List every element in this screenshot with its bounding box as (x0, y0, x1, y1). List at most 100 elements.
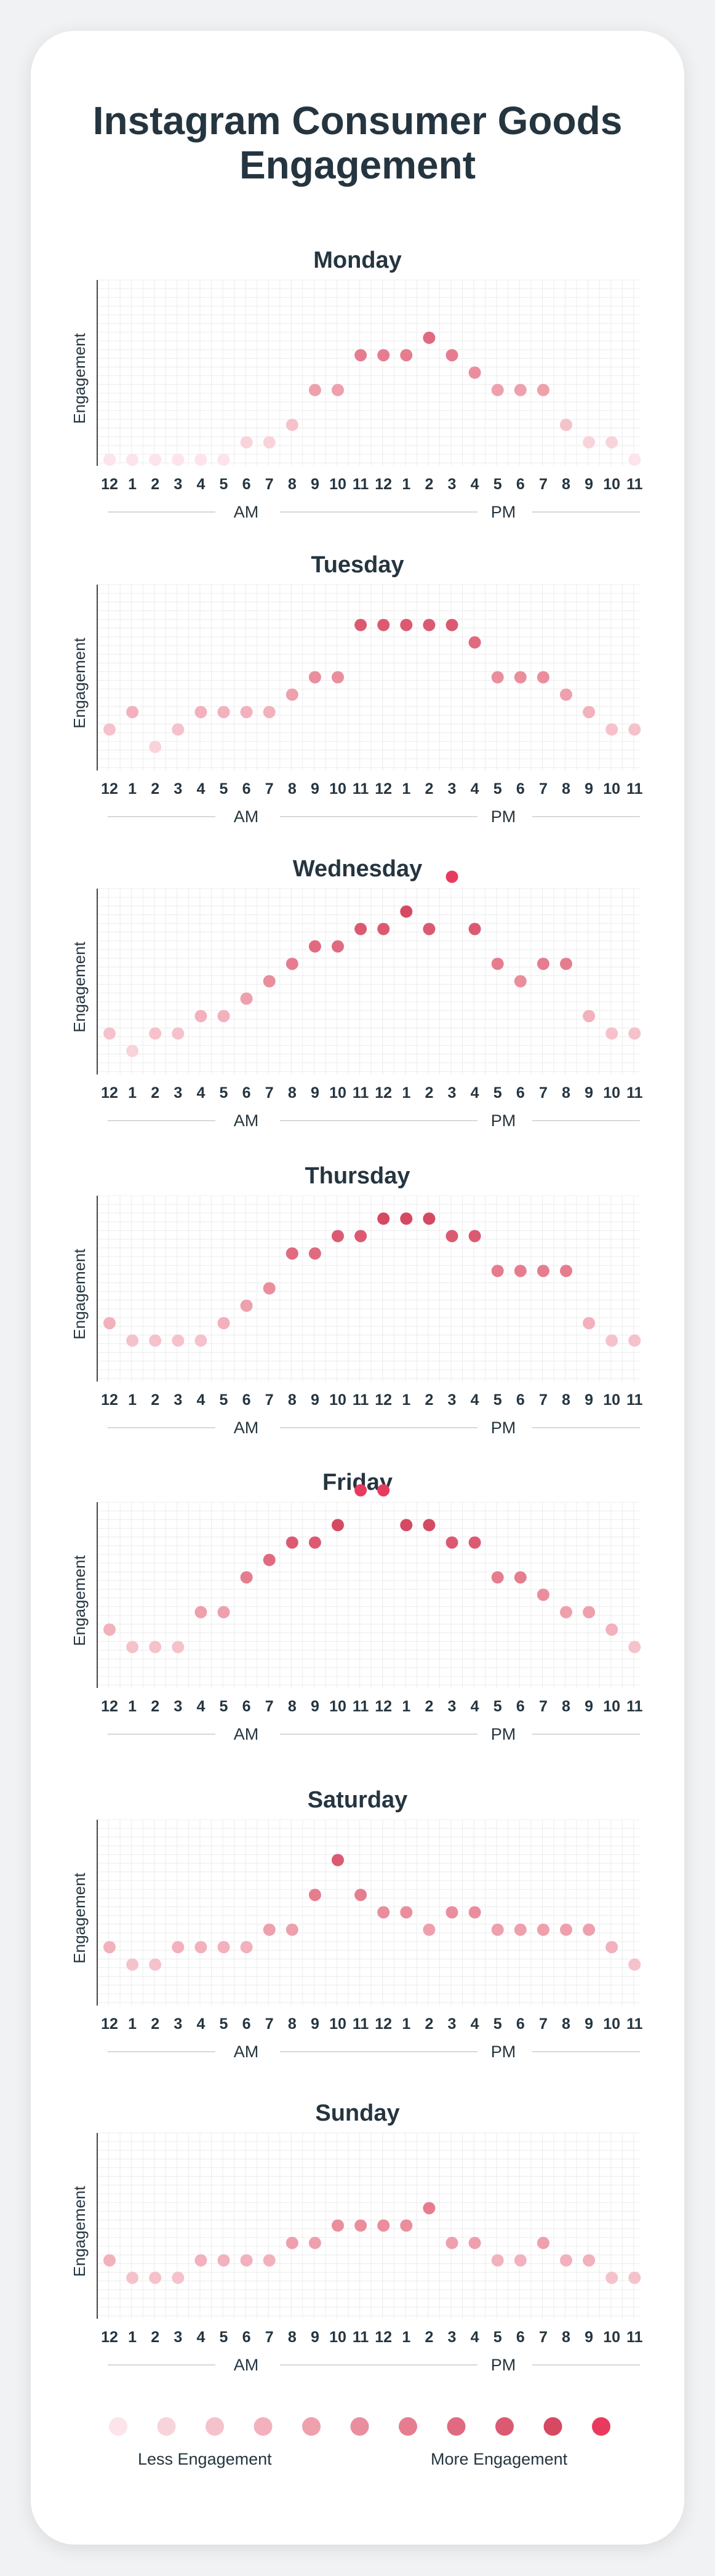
data-point (628, 2271, 641, 2284)
data-point (263, 706, 276, 719)
data-point (332, 671, 344, 684)
x-tick-label: 11 (626, 476, 643, 493)
x-tick-label: 6 (242, 1698, 251, 1715)
x-tick-label: 12 (101, 2015, 118, 2033)
data-point (445, 870, 458, 883)
day-title: Saturday (308, 1787, 408, 1813)
am-label: AM (234, 503, 259, 521)
x-tick-label: 8 (288, 2329, 297, 2346)
x-tick-label: 10 (329, 2015, 346, 2033)
x-tick-label: 9 (585, 1391, 593, 1409)
data-point (149, 454, 162, 466)
data-point (103, 1623, 116, 1636)
x-tick-label: 1 (128, 2329, 137, 2346)
data-point (628, 454, 641, 466)
data-point (605, 1941, 618, 1954)
data-point (354, 2219, 367, 2232)
data-point (445, 1906, 458, 1919)
data-point (149, 2271, 162, 2284)
data-point (605, 1623, 618, 1636)
x-tick-label: 6 (242, 1391, 251, 1409)
x-tick-label: 12 (375, 1391, 392, 1409)
x-tick-label: 9 (585, 1084, 593, 1102)
x-tick-label: 2 (151, 2329, 159, 2346)
legend-swatch (543, 2417, 562, 2436)
x-tick-label: 3 (174, 1391, 182, 1409)
x-tick-label: 5 (493, 2329, 502, 2346)
x-tick-label: 12 (375, 2329, 392, 2346)
x-tick-label: 5 (493, 476, 502, 493)
x-tick-label: 1 (402, 1698, 410, 1715)
data-point (560, 1923, 572, 1936)
data-point (308, 2236, 321, 2249)
x-tick-label: 8 (288, 1391, 297, 1409)
y-axis-label: Engagement (70, 638, 89, 729)
x-tick-label: 4 (471, 476, 479, 493)
am-label: AM (234, 1725, 259, 1743)
data-point (126, 1958, 139, 1971)
data-point (423, 1519, 436, 1532)
data-point (628, 1334, 641, 1347)
data-point (628, 1958, 641, 1971)
data-point (514, 2254, 527, 2267)
x-tick-label: 2 (425, 2015, 433, 2033)
data-point (126, 1044, 139, 1057)
x-tick-label: 3 (174, 476, 182, 493)
x-tick-label: 7 (265, 476, 274, 493)
data-point (628, 723, 641, 736)
x-tick-label: 2 (425, 1391, 433, 1409)
x-tick-label: 4 (196, 476, 205, 493)
data-point (423, 922, 436, 935)
x-tick-label: 12 (101, 1391, 118, 1409)
data-point (400, 349, 413, 362)
data-point (583, 1317, 596, 1330)
x-tick-label: 6 (242, 780, 251, 798)
x-tick-label: 6 (516, 2329, 525, 2346)
x-tick-label: 10 (329, 1084, 346, 1102)
data-point (377, 349, 390, 362)
x-tick-label: 2 (425, 780, 433, 798)
x-tick-label: 9 (585, 2329, 593, 2346)
day-title: Thursday (305, 1163, 410, 1189)
data-point (445, 2236, 458, 2249)
data-point (263, 1553, 276, 1566)
x-tick-label: 9 (585, 1698, 593, 1715)
data-point (423, 618, 436, 631)
data-point (194, 1941, 207, 1954)
data-point (377, 922, 390, 935)
data-point (194, 1010, 207, 1023)
data-point (126, 1334, 139, 1347)
x-tick-label: 1 (128, 2015, 137, 2033)
data-point (332, 1519, 344, 1532)
x-tick-label: 8 (562, 1391, 570, 1409)
x-tick-label: 12 (375, 2015, 392, 2033)
x-tick-label: 7 (539, 2329, 548, 2346)
data-point (491, 958, 504, 970)
x-tick-label: 11 (353, 476, 369, 493)
x-tick-label: 9 (585, 476, 593, 493)
x-tick-label: 11 (353, 1698, 369, 1715)
x-tick-label: 1 (402, 1084, 410, 1102)
x-tick-label: 10 (603, 1084, 620, 1102)
data-point (240, 992, 253, 1005)
data-point (491, 671, 504, 684)
day-title: Tuesday (311, 552, 404, 578)
x-tick-label: 7 (539, 780, 548, 798)
data-point (263, 436, 276, 449)
y-axis-label: Engagement (70, 1249, 89, 1340)
x-tick-label: 8 (562, 2015, 570, 2033)
x-tick-label: 1 (128, 1698, 137, 1715)
data-point (172, 1941, 185, 1954)
x-tick-label: 11 (626, 780, 643, 798)
data-point (217, 1941, 230, 1954)
legend-swatch (350, 2417, 369, 2436)
x-tick-label: 12 (375, 476, 392, 493)
data-point (560, 1265, 572, 1278)
data-point (240, 1299, 253, 1312)
x-tick-label: 2 (425, 2329, 433, 2346)
x-tick-label: 5 (493, 1084, 502, 1102)
pm-label: PM (491, 1418, 516, 1437)
data-point (491, 1571, 504, 1584)
